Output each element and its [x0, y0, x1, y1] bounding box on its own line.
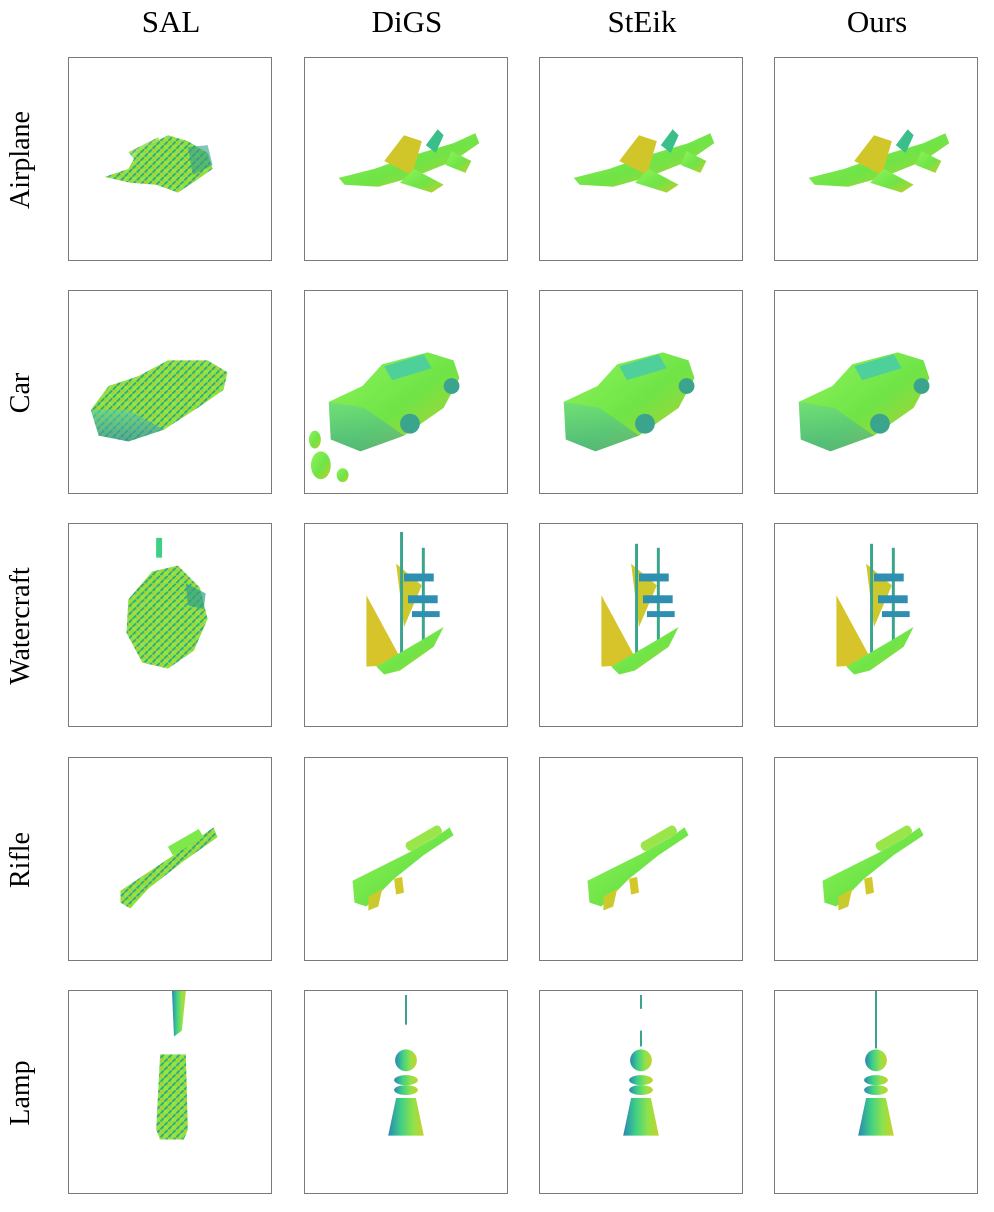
- render-watercraft-steik: [539, 523, 743, 727]
- render-lamp-ours: [774, 990, 978, 1194]
- render-rifle-ours: [774, 757, 978, 961]
- render-airplane-sal: [68, 57, 272, 261]
- render-airplane-ours: [774, 57, 978, 261]
- render-car-digs: [304, 290, 508, 494]
- column-header-sal: SAL: [141, 4, 201, 39]
- render-watercraft-ours: [774, 523, 978, 727]
- render-rifle-digs: [304, 757, 508, 961]
- row-label-rifle: Rifle: [5, 832, 36, 888]
- render-lamp-sal: [68, 990, 272, 1194]
- render-watercraft-digs: [304, 523, 508, 727]
- render-airplane-digs: [304, 57, 508, 261]
- render-watercraft-sal: [68, 523, 272, 727]
- column-header-steik: StEik: [607, 4, 677, 39]
- column-header-digs: DiGS: [371, 4, 443, 39]
- render-lamp-digs: [304, 990, 508, 1194]
- row-label-lamp: Lamp: [5, 1060, 36, 1126]
- row-label-car: Car: [5, 372, 36, 414]
- render-car-steik: [539, 290, 743, 494]
- render-airplane-steik: [539, 57, 743, 261]
- render-car-ours: [774, 290, 978, 494]
- render-rifle-steik: [539, 757, 743, 961]
- column-header-ours: Ours: [846, 4, 908, 39]
- render-rifle-sal: [68, 757, 272, 961]
- render-car-sal: [68, 290, 272, 494]
- row-label-airplane: Airplane: [5, 111, 36, 209]
- render-lamp-steik: [539, 990, 743, 1194]
- row-label-watercraft: Watercraft: [5, 567, 36, 685]
